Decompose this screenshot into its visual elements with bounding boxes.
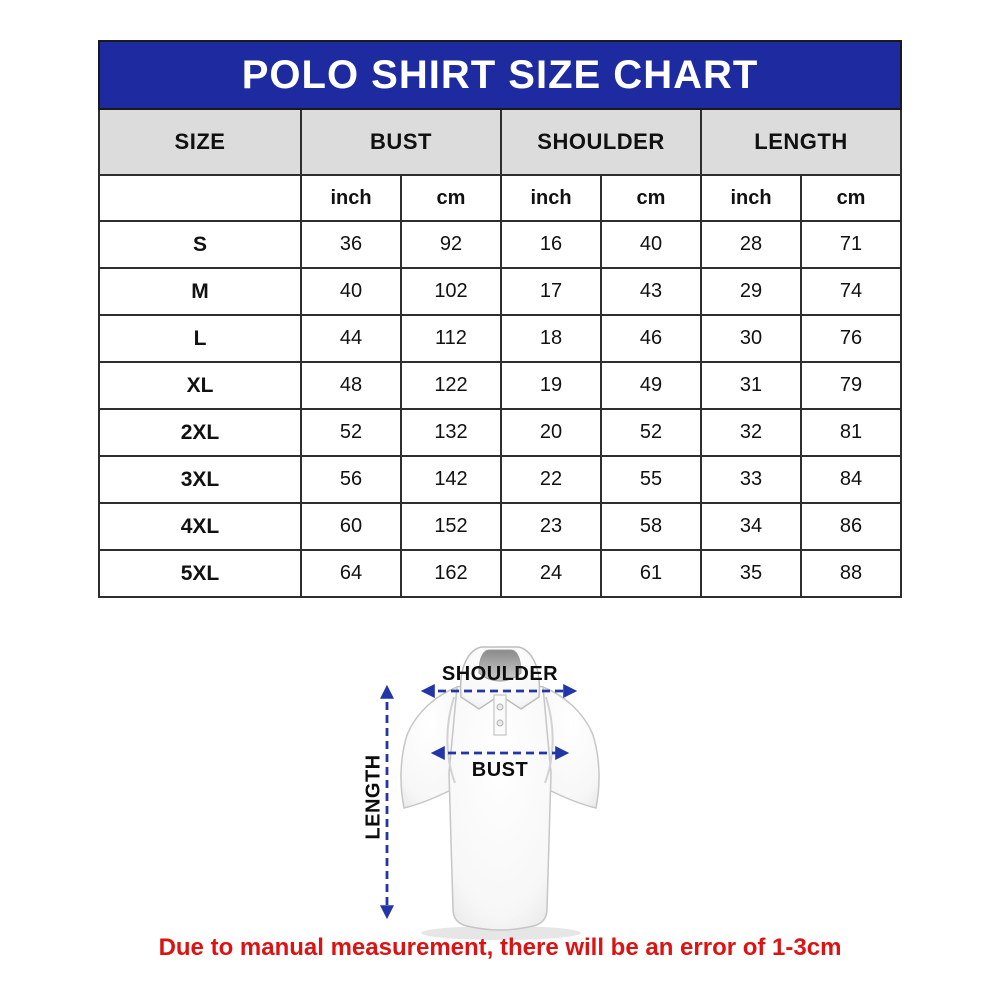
measurement-arrows	[380, 684, 578, 920]
unit-header: cm	[600, 174, 702, 222]
value-cell: 40	[300, 267, 402, 316]
value-cell: 46	[600, 314, 702, 363]
value-cell: 19	[500, 361, 602, 410]
value-cell: 74	[799, 267, 903, 316]
size-label: M	[98, 267, 302, 316]
value-cell: 88	[799, 549, 903, 598]
value-cell: 17	[500, 267, 602, 316]
value-cell: 32	[700, 408, 802, 457]
size-label: 5XL	[98, 549, 302, 598]
value-cell: 35	[700, 549, 802, 598]
value-cell: 52	[600, 408, 702, 457]
unit-header-empty	[98, 174, 302, 222]
col-header-length: LENGTH	[699, 108, 903, 176]
table-row-s: S 36 92 16 40 28 71	[98, 220, 903, 269]
value-cell: 112	[400, 314, 502, 363]
value-cell: 61	[600, 549, 702, 598]
value-cell: 40	[600, 220, 702, 269]
value-cell: 36	[300, 220, 402, 269]
size-label: 2XL	[98, 408, 302, 457]
bust-measure-label: BUST	[471, 759, 529, 781]
value-cell: 33	[700, 455, 802, 504]
col-header-bust: BUST	[300, 108, 502, 176]
value-cell: 16	[500, 220, 602, 269]
size-label: L	[98, 314, 302, 363]
unit-header: inch	[700, 174, 802, 222]
table-row-2xl: 2XL 52 132 20 52 32 81	[98, 408, 903, 457]
value-cell: 162	[400, 549, 502, 598]
unit-header: cm	[400, 174, 502, 222]
value-cell: 22	[500, 455, 602, 504]
value-cell: 24	[500, 549, 602, 598]
value-cell: 76	[799, 314, 903, 363]
value-cell: 23	[500, 502, 602, 551]
value-cell: 64	[300, 549, 402, 598]
size-chart-table: POLO SHIRT SIZE CHART SIZE BUST SHOULDER…	[97, 40, 903, 598]
value-cell: 81	[799, 408, 903, 457]
value-cell: 58	[600, 502, 702, 551]
value-cell: 132	[400, 408, 502, 457]
unit-header: inch	[500, 174, 602, 222]
value-cell: 55	[600, 455, 702, 504]
value-cell: 79	[799, 361, 903, 410]
col-header-size: SIZE	[98, 108, 302, 176]
value-cell: 84	[799, 455, 903, 504]
value-cell: 30	[700, 314, 802, 363]
value-cell: 60	[300, 502, 402, 551]
size-label: 3XL	[98, 455, 302, 504]
value-cell: 92	[400, 220, 502, 269]
value-cell: 49	[600, 361, 702, 410]
title-banner: POLO SHIRT SIZE CHART	[97, 40, 903, 110]
shoulder-measure-label: SHOULDER	[441, 663, 559, 685]
polo-measurement-diagram: SHOULDER BUST LENGTH	[355, 643, 645, 943]
table-row-xl: XL 48 122 19 49 31 79	[98, 361, 903, 410]
value-cell: 52	[300, 408, 402, 457]
column-header-row: SIZE BUST SHOULDER LENGTH	[98, 108, 903, 176]
value-cell: 34	[700, 502, 802, 551]
table-row-l: L 44 112 18 46 30 76	[98, 314, 903, 363]
value-cell: 31	[700, 361, 802, 410]
value-cell: 28	[700, 220, 802, 269]
value-cell: 29	[700, 267, 802, 316]
table-row-5xl: 5XL 64 162 24 61 35 88	[98, 549, 903, 598]
size-label: XL	[98, 361, 302, 410]
value-cell: 44	[300, 314, 402, 363]
unit-header: inch	[300, 174, 402, 222]
unit-header-row: inch cm inch cm inch cm	[98, 174, 903, 222]
value-cell: 142	[400, 455, 502, 504]
polo-shirt-illustration	[380, 646, 600, 940]
length-measure-label: LENGTH	[362, 754, 385, 840]
value-cell: 56	[300, 455, 402, 504]
value-cell: 152	[400, 502, 502, 551]
size-label: 4XL	[98, 502, 302, 551]
chart-title: POLO SHIRT SIZE CHART	[241, 52, 759, 97]
table-row-m: M 40 102 17 43 29 74	[98, 267, 903, 316]
measurement-error-note: Due to manual measurement, there will be…	[158, 934, 842, 961]
value-cell: 43	[600, 267, 702, 316]
value-cell: 122	[400, 361, 502, 410]
table-row-4xl: 4XL 60 152 23 58 34 86	[98, 502, 903, 551]
col-header-shoulder: SHOULDER	[500, 108, 702, 176]
table-row-3xl: 3XL 56 142 22 55 33 84	[98, 455, 903, 504]
value-cell: 48	[300, 361, 402, 410]
unit-header: cm	[799, 174, 903, 222]
value-cell: 102	[400, 267, 502, 316]
value-cell: 86	[799, 502, 903, 551]
size-label: S	[98, 220, 302, 269]
value-cell: 20	[500, 408, 602, 457]
size-chart: POLO SHIRT SIZE CHART SIZE BUST SHOULDER…	[97, 40, 903, 598]
value-cell: 18	[500, 314, 602, 363]
value-cell: 71	[799, 220, 903, 269]
